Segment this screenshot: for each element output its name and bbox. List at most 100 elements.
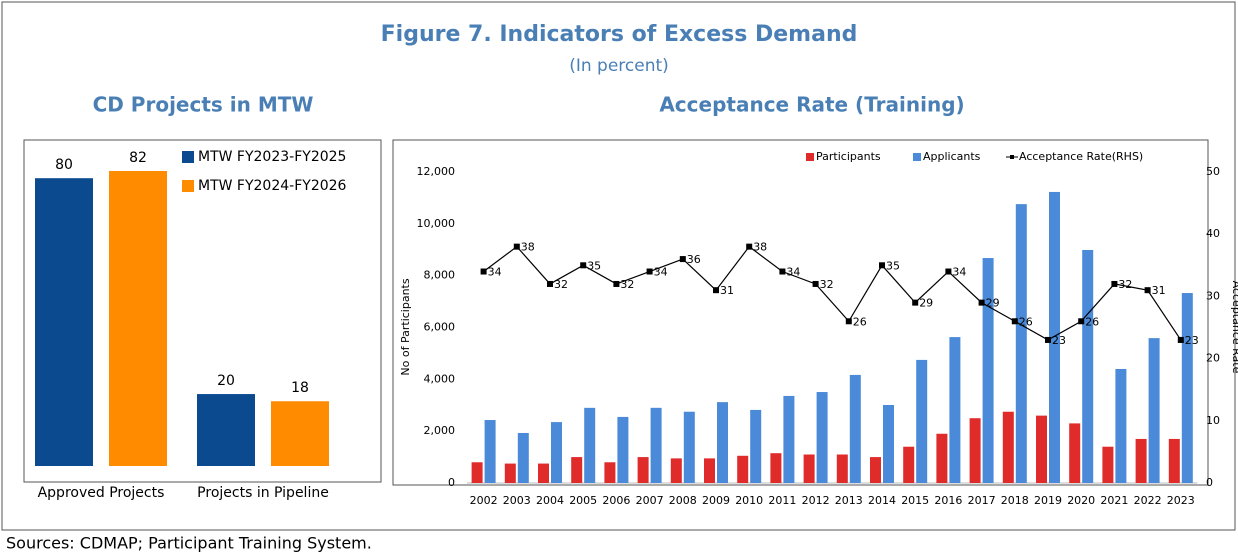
marker <box>679 256 686 263</box>
bar <box>1036 415 1047 483</box>
x-tick-label: 2023 <box>1167 494 1195 507</box>
figure-border <box>1 1 1236 531</box>
bar <box>604 462 616 483</box>
x-tick-label: Approved Projects <box>38 485 165 501</box>
y2-tick-label: 0 <box>1206 476 1213 489</box>
data-label: 26 <box>1019 315 1033 328</box>
bar <box>883 404 894 483</box>
bar <box>870 457 881 483</box>
data-label: 82 <box>129 150 147 166</box>
legend-label: Acceptance Rate(RHS) <box>1019 150 1143 163</box>
legend-label: MTW FY2024-FY2026 <box>198 178 347 194</box>
bar <box>637 457 649 483</box>
y2-tick-label: 50 <box>1206 165 1220 178</box>
bar <box>836 454 848 483</box>
bar <box>484 420 496 483</box>
bar <box>1002 411 1014 483</box>
x-tick-label: 2019 <box>1034 494 1062 507</box>
data-label: 26 <box>853 315 867 328</box>
bar <box>704 458 715 483</box>
panel-border <box>23 139 382 483</box>
bar <box>816 392 828 483</box>
data-label: 29 <box>986 297 1000 310</box>
data-label: 31 <box>720 284 734 297</box>
bar <box>770 453 782 483</box>
legend-swatch <box>182 151 194 163</box>
marker <box>580 262 587 269</box>
x-tick-label: 2020 <box>1067 494 1095 507</box>
data-label: 31 <box>1152 284 1166 297</box>
bar <box>271 401 329 466</box>
marker <box>646 268 653 275</box>
bar <box>504 463 516 483</box>
chart-title: Acceptance Rate (Training) <box>659 93 964 117</box>
bar <box>783 395 795 483</box>
data-label: 34 <box>654 266 668 279</box>
data-label: 32 <box>620 278 634 291</box>
x-tick-label: 2006 <box>602 494 630 507</box>
bar <box>1115 368 1127 483</box>
figure-subtitle: (In percent) <box>569 56 669 76</box>
bar <box>584 407 596 483</box>
bar <box>1102 446 1114 483</box>
bar <box>471 462 483 483</box>
legend-swatch <box>182 180 194 192</box>
bar <box>109 171 167 466</box>
bar <box>670 458 682 483</box>
y-tick-label: 0 <box>448 476 455 489</box>
legend-marker <box>1010 155 1014 159</box>
data-label: 20 <box>217 373 235 389</box>
panel-border <box>392 139 1209 486</box>
marker <box>1011 318 1018 325</box>
legend-label: Participants <box>816 150 881 163</box>
source-note: Sources: CDMAP; Participant Training Sys… <box>6 534 372 552</box>
marker <box>912 299 919 306</box>
bar <box>571 457 583 483</box>
legend-label: MTW FY2023-FY2025 <box>198 149 346 165</box>
marker <box>812 280 819 287</box>
bar <box>1148 338 1160 483</box>
marker <box>779 268 786 275</box>
marker <box>613 280 620 287</box>
y-axis-label: No of Participants <box>399 278 412 375</box>
y-tick-label: 10,000 <box>417 217 456 230</box>
bar <box>1181 293 1193 483</box>
x-tick-label: 2003 <box>503 494 531 507</box>
bar <box>1135 438 1147 483</box>
marker <box>845 318 852 325</box>
bar <box>737 455 749 483</box>
bar <box>1069 423 1081 483</box>
bar <box>916 359 928 483</box>
legend-swatch <box>913 153 921 161</box>
data-label: 26 <box>1085 315 1099 328</box>
marker <box>945 268 952 275</box>
y-tick-label: 12,000 <box>417 165 456 178</box>
y-tick-label: 4,000 <box>424 372 456 385</box>
y2-tick-label: 30 <box>1206 289 1220 302</box>
chart-title: CD Projects in MTW <box>93 93 314 117</box>
bar <box>650 407 662 483</box>
bar <box>717 402 728 483</box>
marker <box>1144 287 1151 294</box>
data-label: 34 <box>488 266 502 279</box>
marker <box>513 243 520 250</box>
x-tick-label: 2007 <box>636 494 664 507</box>
legend-label: Applicants <box>923 150 981 163</box>
legend-swatch <box>806 153 814 161</box>
y-tick-label: 2,000 <box>424 424 456 437</box>
bar <box>949 337 961 483</box>
x-tick-label: 2009 <box>702 494 730 507</box>
data-label: 36 <box>687 253 701 266</box>
data-label: 32 <box>820 278 834 291</box>
bar <box>803 454 815 483</box>
data-label: 18 <box>291 380 309 396</box>
bar <box>1015 204 1027 484</box>
data-label: 38 <box>521 241 535 254</box>
marker <box>547 280 553 287</box>
data-label: 80 <box>55 157 73 173</box>
bar <box>517 432 529 483</box>
figure-title: Figure 7. Indicators of Excess Demand <box>381 22 858 47</box>
marker <box>1111 280 1118 287</box>
x-tick-label: Projects in Pipeline <box>197 485 329 501</box>
